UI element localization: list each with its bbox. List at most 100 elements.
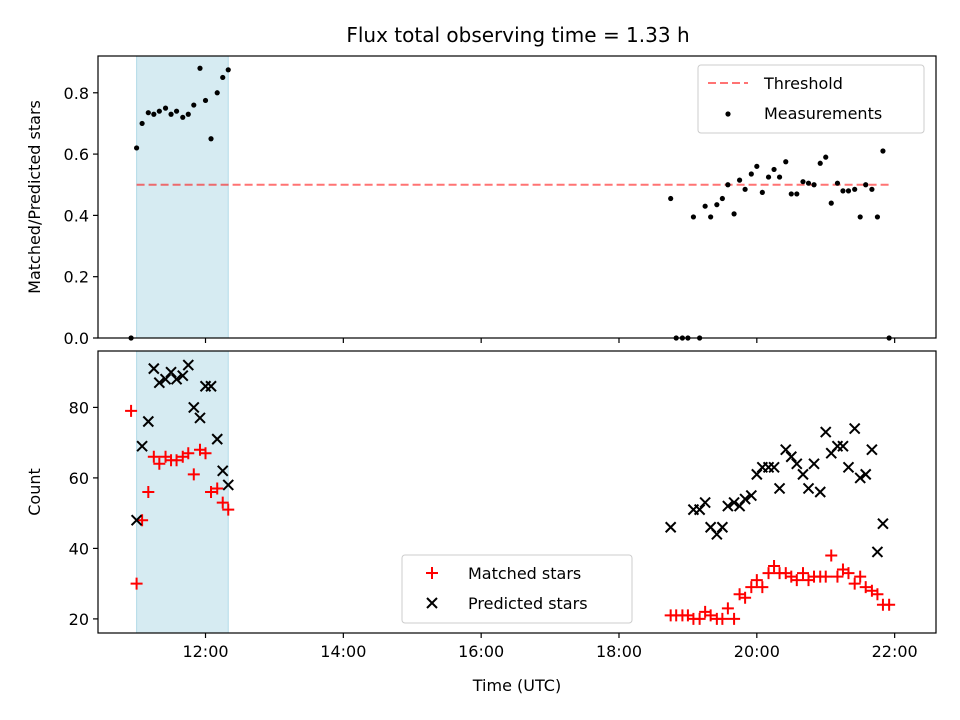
data-point bbox=[871, 588, 884, 601]
data-point bbox=[130, 577, 143, 590]
data-point bbox=[182, 447, 195, 460]
data-point bbox=[725, 182, 731, 188]
data-point bbox=[708, 214, 714, 220]
legend-label: Threshold bbox=[763, 74, 843, 93]
data-point bbox=[819, 570, 832, 583]
count-panel: 20 40 60 80 12:00 14:00 16:00 18:00 20:00 22:00 Co… bbox=[25, 350, 937, 695]
data-point bbox=[147, 450, 160, 463]
legend-dot-swatch bbox=[725, 111, 731, 117]
y-tick-label: 0.8 bbox=[64, 84, 89, 103]
data-point bbox=[859, 468, 872, 481]
data-point bbox=[745, 489, 758, 502]
data-point bbox=[857, 214, 863, 220]
data-point bbox=[714, 202, 720, 208]
series-measurements bbox=[128, 65, 892, 341]
data-point bbox=[776, 174, 783, 180]
data-point bbox=[823, 154, 829, 160]
x-tick-label: 22:00 bbox=[872, 642, 918, 661]
data-point bbox=[165, 366, 177, 378]
data-point bbox=[754, 163, 760, 169]
data-point bbox=[214, 90, 220, 96]
data-point bbox=[768, 560, 781, 573]
series-matched-stars bbox=[125, 404, 896, 625]
legend-box bbox=[697, 64, 925, 134]
data-point bbox=[739, 493, 751, 505]
data-point bbox=[739, 591, 752, 604]
y-axis-label: Matched/Predicted stars bbox=[25, 100, 44, 294]
data-point bbox=[728, 612, 741, 625]
data-point bbox=[805, 180, 812, 186]
data-point bbox=[808, 458, 820, 470]
data-point bbox=[173, 108, 180, 114]
data-point bbox=[699, 496, 711, 509]
data-point bbox=[188, 401, 200, 414]
data-point bbox=[842, 461, 855, 474]
data-point bbox=[693, 612, 706, 625]
legend-label: Measurements bbox=[764, 104, 882, 123]
data-point bbox=[866, 443, 878, 456]
x-tick-label: 12:00 bbox=[182, 642, 228, 661]
data-point bbox=[785, 451, 797, 463]
data-point bbox=[693, 503, 706, 516]
data-point bbox=[216, 496, 229, 509]
data-point bbox=[791, 458, 803, 470]
data-point bbox=[817, 160, 823, 166]
data-point bbox=[831, 570, 844, 583]
data-point bbox=[842, 567, 855, 580]
legend: Matched stars Predicted stars bbox=[401, 554, 633, 624]
data-point bbox=[742, 186, 748, 192]
data-point bbox=[845, 188, 852, 194]
data-point bbox=[871, 546, 884, 558]
data-point bbox=[222, 479, 234, 491]
data-point bbox=[125, 404, 138, 417]
data-point bbox=[170, 454, 183, 467]
data-point bbox=[153, 377, 166, 389]
data-point bbox=[151, 111, 157, 117]
data-point bbox=[750, 574, 763, 587]
data-point bbox=[783, 159, 789, 165]
data-point bbox=[837, 440, 849, 452]
legend-label: Matched stars bbox=[468, 564, 581, 583]
figure-title: Flux total observing time = 1.33 h bbox=[346, 23, 689, 47]
data-point bbox=[711, 528, 723, 541]
data-point bbox=[222, 503, 235, 516]
y-tick-label: 60 bbox=[69, 469, 89, 488]
data-point bbox=[880, 148, 886, 154]
data-point bbox=[211, 433, 223, 445]
data-point bbox=[869, 186, 875, 192]
y-tick-label: 40 bbox=[69, 539, 89, 558]
y-tick-label: 0.2 bbox=[64, 268, 89, 287]
data-point bbox=[728, 496, 740, 509]
data-point bbox=[794, 191, 800, 197]
data-point bbox=[139, 120, 145, 127]
data-point bbox=[702, 203, 708, 209]
data-point bbox=[159, 373, 172, 385]
series-predicted-stars bbox=[130, 359, 889, 558]
ratio-panel: 0.0 0.2 0.4 0.6 0.8 Matched/Predicted stars Th… bbox=[25, 55, 937, 348]
data-point bbox=[211, 482, 224, 495]
data-point bbox=[745, 581, 758, 594]
data-point bbox=[788, 191, 794, 197]
data-point bbox=[202, 97, 209, 104]
legend-label: Predicted stars bbox=[468, 594, 588, 613]
y-tick-label: 0.6 bbox=[64, 145, 89, 164]
data-point bbox=[156, 108, 162, 114]
data-point bbox=[854, 570, 867, 583]
data-point bbox=[874, 214, 881, 220]
data-point bbox=[721, 602, 734, 615]
legend-box bbox=[401, 554, 633, 624]
data-point bbox=[863, 182, 869, 188]
x-tick-label: 16:00 bbox=[458, 642, 504, 661]
data-point bbox=[690, 214, 697, 220]
data-point bbox=[205, 486, 218, 498]
data-point bbox=[883, 598, 896, 611]
x-tick-label: 14:00 bbox=[320, 642, 366, 661]
data-point bbox=[719, 195, 725, 202]
data-point bbox=[748, 171, 754, 177]
data-point bbox=[834, 180, 841, 186]
data-point bbox=[716, 612, 729, 625]
x-tick-label: 18:00 bbox=[596, 642, 642, 661]
y-tick-label: 20 bbox=[69, 610, 89, 629]
axes-frame bbox=[97, 55, 937, 339]
y-tick-label: 0.0 bbox=[64, 329, 89, 348]
